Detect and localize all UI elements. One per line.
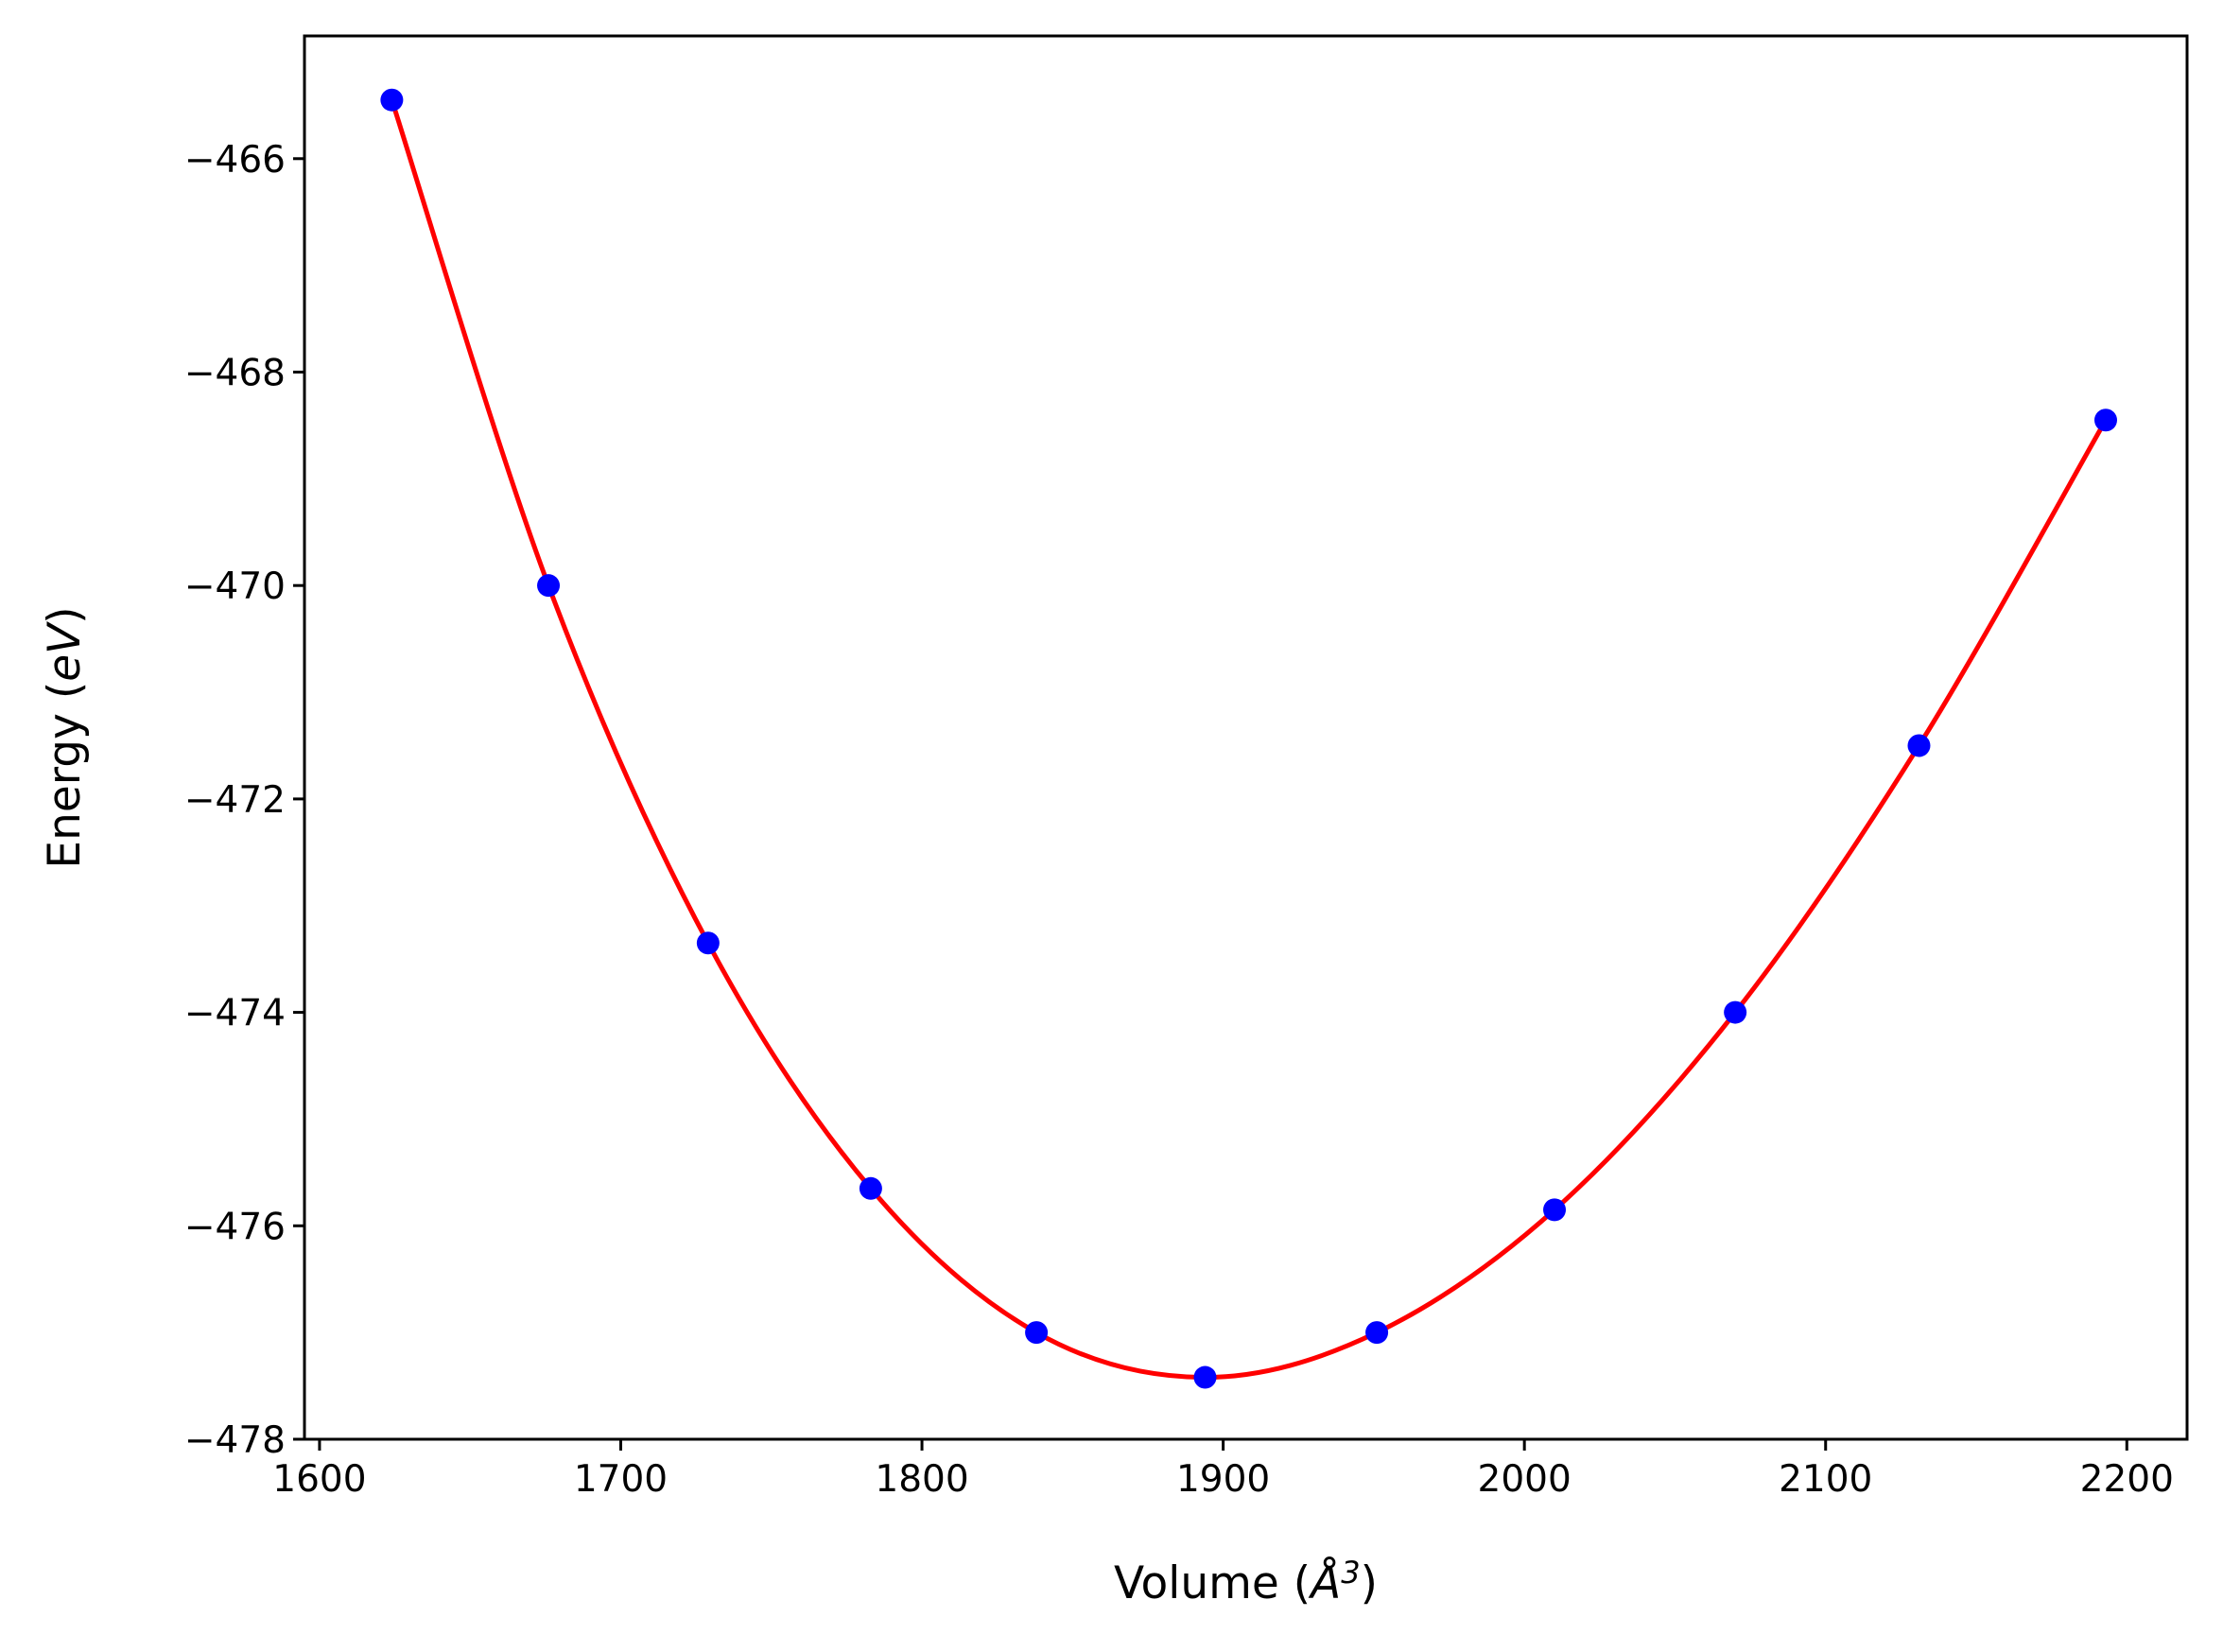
x-tick-label: 1700 bbox=[574, 1458, 668, 1501]
data-point bbox=[1365, 1321, 1389, 1345]
x-axis: 1600 1700 1800 1900 2000 2100 2200 bbox=[272, 1439, 2174, 1501]
data-point bbox=[1724, 1000, 1747, 1024]
data-point bbox=[1193, 1365, 1217, 1389]
data-point bbox=[1907, 734, 1931, 757]
y-tick-label: −470 bbox=[184, 565, 286, 608]
x-axis-label: Volume (Å3) bbox=[1114, 1555, 1378, 1609]
fit-curve bbox=[390, 98, 2109, 1381]
x-tick-label: 2000 bbox=[1478, 1458, 1572, 1501]
y-tick-label: −476 bbox=[184, 1206, 286, 1248]
x-tick-label: 1600 bbox=[272, 1458, 366, 1501]
y-axis: −466 −468 −470 −472 −474 −476 −478 bbox=[184, 139, 304, 1462]
data-point bbox=[1025, 1321, 1049, 1345]
y-tick-label: −468 bbox=[184, 352, 286, 394]
data-point bbox=[537, 574, 561, 598]
data-point bbox=[696, 931, 720, 955]
data-point bbox=[1543, 1198, 1567, 1222]
x-tick-label: 2100 bbox=[1779, 1458, 1872, 1501]
y-tick-label: −474 bbox=[184, 993, 286, 1035]
x-tick-label: 1900 bbox=[1176, 1458, 1270, 1501]
axes-frame bbox=[303, 34, 2189, 1441]
data-point bbox=[380, 88, 404, 112]
y-tick-label: −478 bbox=[184, 1419, 286, 1462]
x-tick-label: 2200 bbox=[2080, 1458, 2174, 1501]
y-tick-label: −466 bbox=[184, 139, 286, 182]
data-point bbox=[2093, 409, 2117, 432]
data-point bbox=[859, 1176, 882, 1200]
x-tick-label: 1800 bbox=[875, 1458, 968, 1501]
y-tick-label: −472 bbox=[184, 779, 286, 822]
plot-area bbox=[380, 88, 2117, 1389]
y-axis-label: Energy (eV) bbox=[39, 606, 91, 868]
